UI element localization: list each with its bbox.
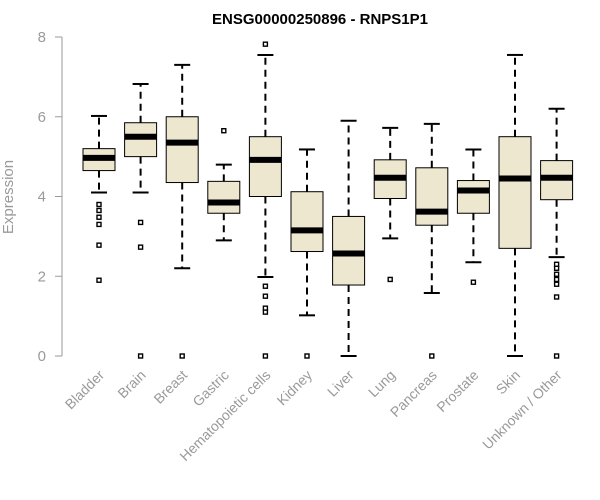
y-tick-label: 6 [38,109,46,126]
x-tick-label: Prostate [433,367,481,415]
y-tick-label: 2 [38,268,46,285]
outlier-point [304,353,310,359]
outlier-point [470,279,477,285]
box-liver [332,119,366,357]
outlier-point [96,277,102,283]
x-tick-label: Liver [324,367,357,400]
outlier-point [553,281,560,287]
y-tick-label: 0 [38,348,46,365]
axes: 0 2 4 6 8 [38,29,63,365]
x-tick-label: Breast [150,367,190,407]
y-tick-label: 4 [38,189,46,206]
outlier-point [137,353,144,359]
outlier-point [262,293,269,299]
outlier-point [553,353,560,359]
x-tick-label: Kidney [274,367,316,409]
iqr-box [165,116,199,184]
x-tick-label: Brain [114,367,148,401]
outlier-point [262,309,269,315]
iqr-box [456,180,490,214]
chart-title: ENSG00000250896 - RNPS1P1 [212,11,428,28]
boxes-layer [82,41,574,359]
outlier-point [96,214,102,220]
iqr-box [248,136,282,197]
outlier-point [96,221,102,228]
outlier-point [179,353,185,359]
x-tick-label: Lung [365,367,398,400]
outlier-point [553,276,560,283]
box-kidney [290,148,324,359]
box-breast [165,63,199,359]
iqr-box [498,136,532,249]
outlier-point [96,242,102,248]
y-axis-label: Expression [0,160,17,234]
box-hematopoietic-cells [248,41,282,359]
box-lung [373,126,407,283]
outlier-point [262,41,269,47]
iqr-box [207,180,241,214]
x-tick-label: Skin [493,367,524,398]
outlier-point [96,201,102,208]
iqr-box [290,191,324,253]
box-unknown-other [540,107,574,359]
outlier-point [137,219,144,226]
box-prostate [456,148,490,285]
outlier-point [553,265,560,271]
outlier-point [429,353,435,359]
box-skin [498,53,532,357]
y-tick-label: 8 [38,29,46,46]
box-gastric [207,128,241,242]
outlier-point [262,283,269,289]
box-bladder [82,114,116,283]
outlier-point [262,353,269,359]
x-tick-label: Unknown / Other [479,367,565,453]
iqr-box [415,167,449,226]
outlier-point [553,294,560,300]
outlier-point [553,271,560,277]
outlier-point [137,244,144,250]
box-pancreas [415,122,449,359]
box-brain [124,83,158,359]
outlier-point [221,128,227,134]
outlier-point [96,207,102,214]
outlier-point [387,276,393,283]
x-tick-label: Bladder [62,367,108,413]
